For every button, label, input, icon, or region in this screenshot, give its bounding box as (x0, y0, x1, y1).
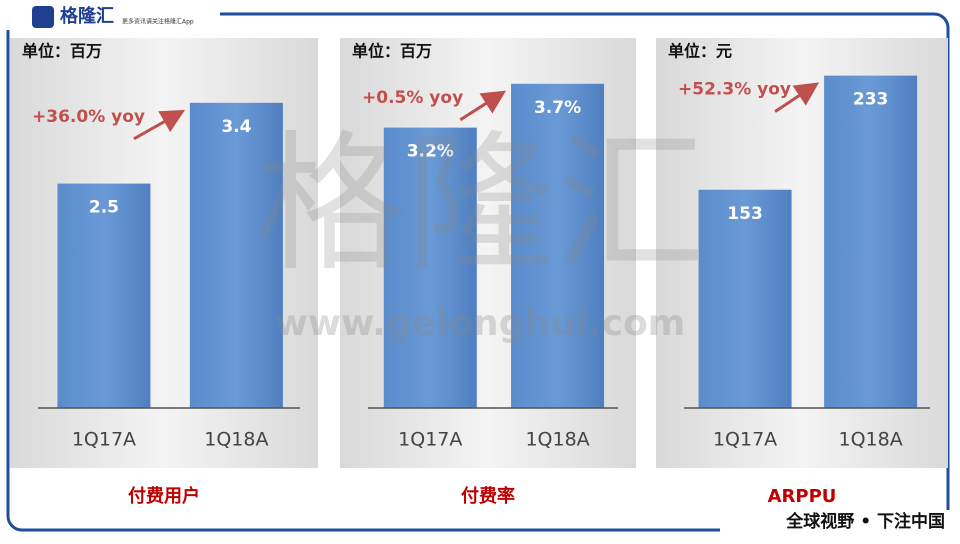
bar (189, 102, 283, 408)
x-tick-label: 1Q18A (839, 429, 903, 451)
footer-bg (720, 510, 960, 540)
value-label: 3.7% (534, 98, 581, 118)
bar (57, 183, 151, 408)
value-label: 2.5 (89, 198, 119, 218)
arrow (774, 82, 820, 113)
logo-icon (32, 6, 54, 28)
annotation: +52.3% yoy (678, 80, 791, 100)
bar (824, 75, 918, 409)
bar (511, 83, 605, 409)
bar (383, 127, 477, 408)
x-tick-label: 1Q17A (398, 429, 462, 451)
watermark: 格隆汇 (255, 118, 705, 292)
annotation: +36.0% yoy (32, 107, 145, 127)
chart-title: 付费率 (461, 485, 515, 507)
annotation: +0.5% yoy (362, 88, 463, 108)
value-label: 153 (727, 204, 763, 224)
chart-title: ARPPU (768, 486, 837, 507)
value-label: 233 (853, 90, 889, 110)
tagline: 更多资讯请关注格隆汇App (122, 18, 194, 26)
unit-label: 单位：百万 (352, 42, 432, 61)
logo: 格隆汇 (60, 5, 114, 27)
x-tick-label: 1Q18A (204, 429, 268, 451)
footer: 全球视野 • 下注中国 (785, 511, 945, 532)
chart-title: 付费用户 (128, 485, 200, 507)
x-tick-label: 1Q18A (525, 429, 589, 451)
unit-label: 单位：百万 (22, 42, 102, 61)
watermark-url: www.gelonghui.com (275, 303, 686, 344)
unit-label: 单位：元 (668, 42, 732, 61)
x-tick-label: 1Q17A (72, 429, 136, 451)
x-tick-label: 1Q17A (713, 429, 777, 451)
arrow (133, 109, 186, 141)
arrow (459, 90, 507, 122)
value-label: 3.4 (221, 117, 251, 137)
bar (698, 189, 792, 408)
value-label: 3.2% (407, 142, 454, 162)
